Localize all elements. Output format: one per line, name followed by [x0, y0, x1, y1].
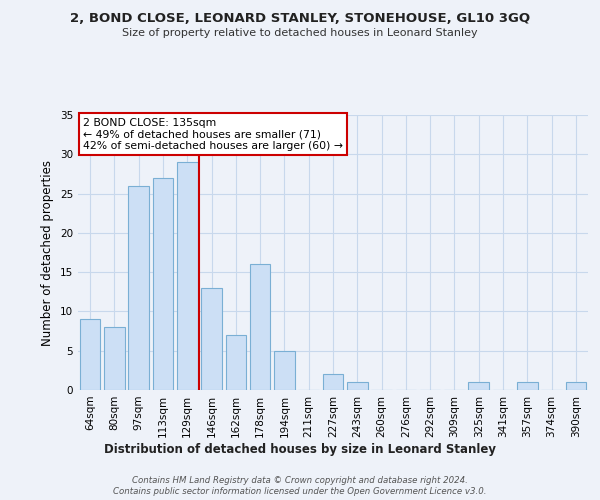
- Bar: [323, 374, 343, 390]
- Bar: [250, 264, 271, 390]
- Bar: [274, 350, 295, 390]
- Bar: [517, 382, 538, 390]
- Bar: [177, 162, 197, 390]
- Text: Distribution of detached houses by size in Leonard Stanley: Distribution of detached houses by size …: [104, 442, 496, 456]
- Bar: [566, 382, 586, 390]
- Bar: [226, 335, 246, 390]
- Bar: [152, 178, 173, 390]
- Bar: [80, 320, 100, 390]
- Bar: [347, 382, 368, 390]
- Bar: [104, 327, 125, 390]
- Bar: [128, 186, 149, 390]
- Bar: [201, 288, 222, 390]
- Text: Size of property relative to detached houses in Leonard Stanley: Size of property relative to detached ho…: [122, 28, 478, 38]
- Text: 2, BOND CLOSE, LEONARD STANLEY, STONEHOUSE, GL10 3GQ: 2, BOND CLOSE, LEONARD STANLEY, STONEHOU…: [70, 12, 530, 26]
- Y-axis label: Number of detached properties: Number of detached properties: [41, 160, 55, 346]
- Bar: [469, 382, 489, 390]
- Text: 2 BOND CLOSE: 135sqm
← 49% of detached houses are smaller (71)
42% of semi-detac: 2 BOND CLOSE: 135sqm ← 49% of detached h…: [83, 118, 343, 151]
- Text: Contains public sector information licensed under the Open Government Licence v3: Contains public sector information licen…: [113, 488, 487, 496]
- Text: Contains HM Land Registry data © Crown copyright and database right 2024.: Contains HM Land Registry data © Crown c…: [132, 476, 468, 485]
